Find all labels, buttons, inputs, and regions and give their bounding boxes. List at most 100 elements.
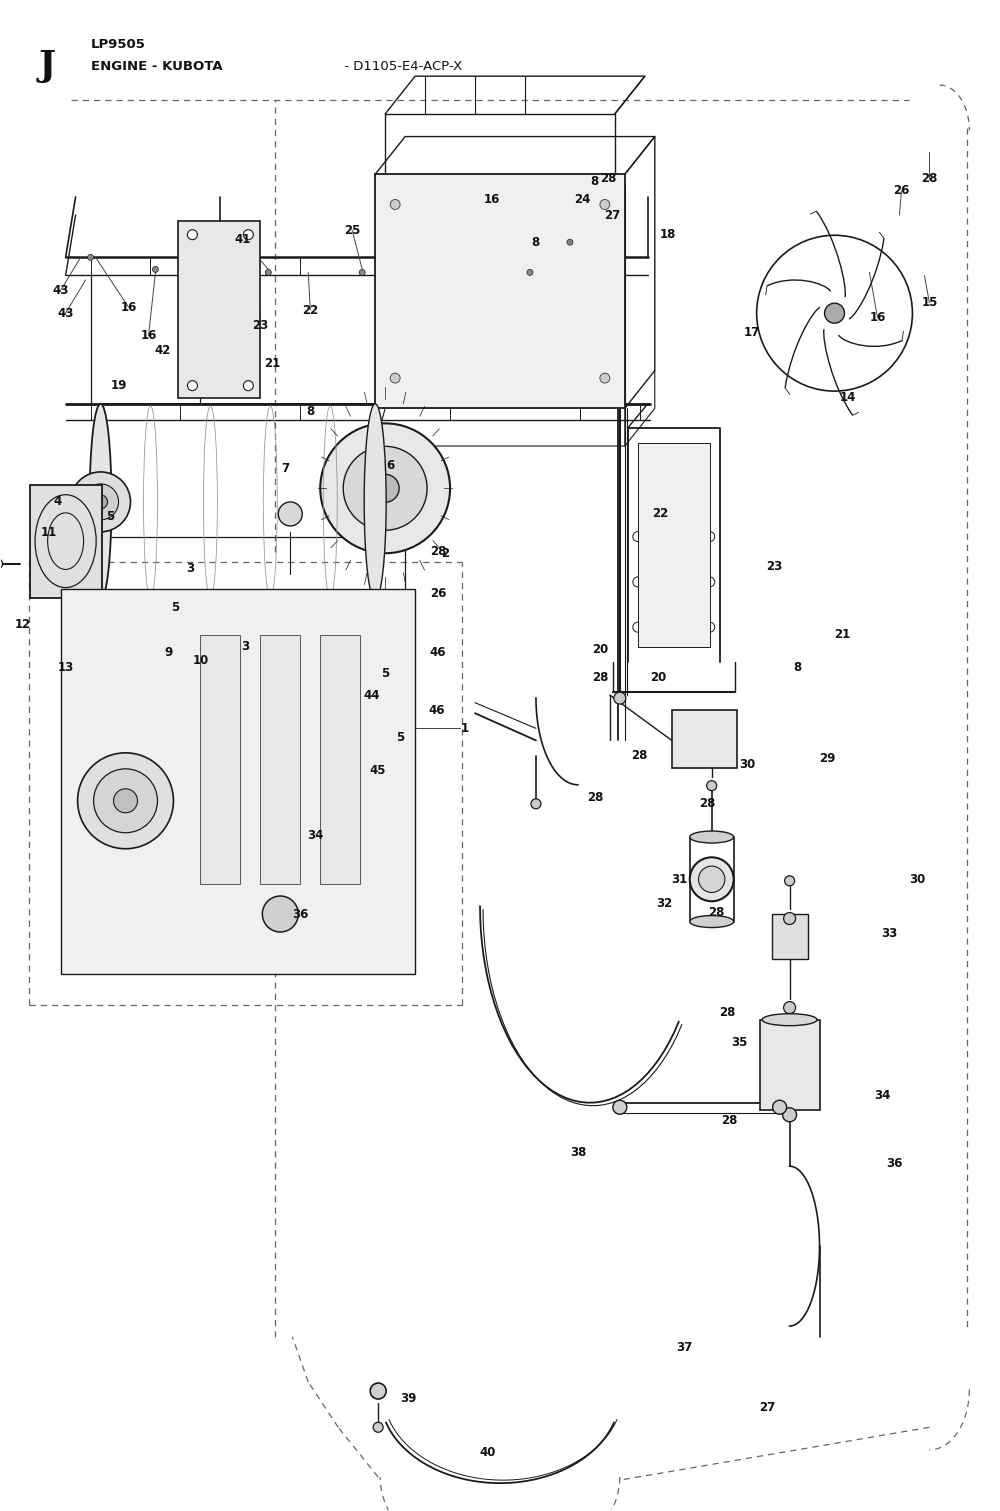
Text: 43: 43 [52,284,69,298]
Text: - D1105-E4-ACP-X: - D1105-E4-ACP-X [340,59,462,73]
Text: 20: 20 [650,671,666,683]
Circle shape [94,496,108,509]
Text: 18: 18 [660,228,676,242]
Text: 21: 21 [264,357,280,370]
Text: 1: 1 [461,722,469,734]
Circle shape [373,1422,383,1432]
Text: 45: 45 [370,765,386,777]
Text: 23: 23 [252,319,268,332]
Circle shape [370,1383,386,1399]
Ellipse shape [690,831,734,843]
Text: 5: 5 [171,601,180,613]
Circle shape [633,577,643,586]
Text: 16: 16 [120,301,137,314]
Circle shape [390,373,400,384]
Text: 29: 29 [819,752,836,765]
Text: 28: 28 [709,907,725,919]
Circle shape [784,1002,796,1014]
Circle shape [343,446,427,530]
Circle shape [152,266,158,272]
Circle shape [243,381,253,391]
Circle shape [0,559,3,568]
Text: J: J [39,48,56,83]
Bar [260,635,300,884]
Circle shape [371,474,399,502]
Text: 13: 13 [57,662,74,674]
Text: 21: 21 [834,629,851,641]
Circle shape [633,532,643,541]
Bar [200,635,240,884]
Text: 46: 46 [430,647,446,659]
Circle shape [527,269,533,275]
Circle shape [187,381,197,391]
Circle shape [243,230,253,240]
Bar [672,710,737,768]
Text: LP9505: LP9505 [91,38,145,51]
Text: 26: 26 [430,588,446,600]
Text: 19: 19 [110,379,127,393]
Circle shape [784,913,796,925]
Circle shape [88,254,94,260]
Text: 28: 28 [719,1006,736,1018]
Circle shape [600,373,610,384]
Text: 28: 28 [921,172,938,186]
Text: 10: 10 [192,654,209,666]
Circle shape [699,866,725,893]
Bar [375,174,625,408]
Ellipse shape [690,916,734,928]
Text: 30: 30 [909,873,926,885]
Text: 43: 43 [57,307,74,320]
Bar [320,635,360,884]
Text: 17: 17 [744,326,760,340]
Text: 28: 28 [700,798,716,810]
Circle shape [614,692,626,704]
Circle shape [785,876,795,885]
Circle shape [320,423,450,553]
Text: 23: 23 [766,561,783,573]
Text: 46: 46 [429,704,445,716]
Text: 28: 28 [587,792,603,804]
Circle shape [531,799,541,808]
Text: 28: 28 [430,545,446,558]
Text: 27: 27 [760,1401,776,1414]
Text: 16: 16 [140,329,157,343]
Text: 32: 32 [657,898,673,910]
Text: 22: 22 [302,304,318,317]
Circle shape [265,269,271,275]
Text: 28: 28 [721,1114,738,1127]
Text: ENGINE - KUBOTA: ENGINE - KUBOTA [91,59,222,73]
Circle shape [359,269,365,275]
Text: 24: 24 [574,193,590,207]
Text: 14: 14 [839,391,856,405]
Text: 5: 5 [381,668,389,680]
Circle shape [690,857,734,901]
Circle shape [600,199,610,210]
Text: 8: 8 [531,236,539,249]
Text: 2: 2 [441,547,449,559]
Circle shape [78,752,173,849]
Text: 3: 3 [186,562,194,574]
Circle shape [71,471,131,532]
Text: 33: 33 [881,928,898,940]
Text: 26: 26 [893,184,910,198]
Text: 20: 20 [592,644,608,656]
Circle shape [633,623,643,632]
Circle shape [187,230,197,240]
Text: 44: 44 [364,689,380,701]
Text: 40: 40 [480,1446,496,1460]
Ellipse shape [364,403,386,600]
Text: 5: 5 [396,731,404,743]
Text: 42: 42 [154,345,171,358]
Circle shape [783,1108,797,1121]
Text: 7: 7 [281,462,289,474]
Bar [760,1020,820,1111]
Bar [178,221,260,397]
Text: 34: 34 [307,830,323,842]
Bar [61,589,415,975]
Bar [638,443,710,647]
Text: 8: 8 [306,405,314,419]
Text: 22: 22 [652,508,668,520]
Text: 15: 15 [921,296,938,310]
Circle shape [262,896,298,932]
Circle shape [613,1100,627,1114]
